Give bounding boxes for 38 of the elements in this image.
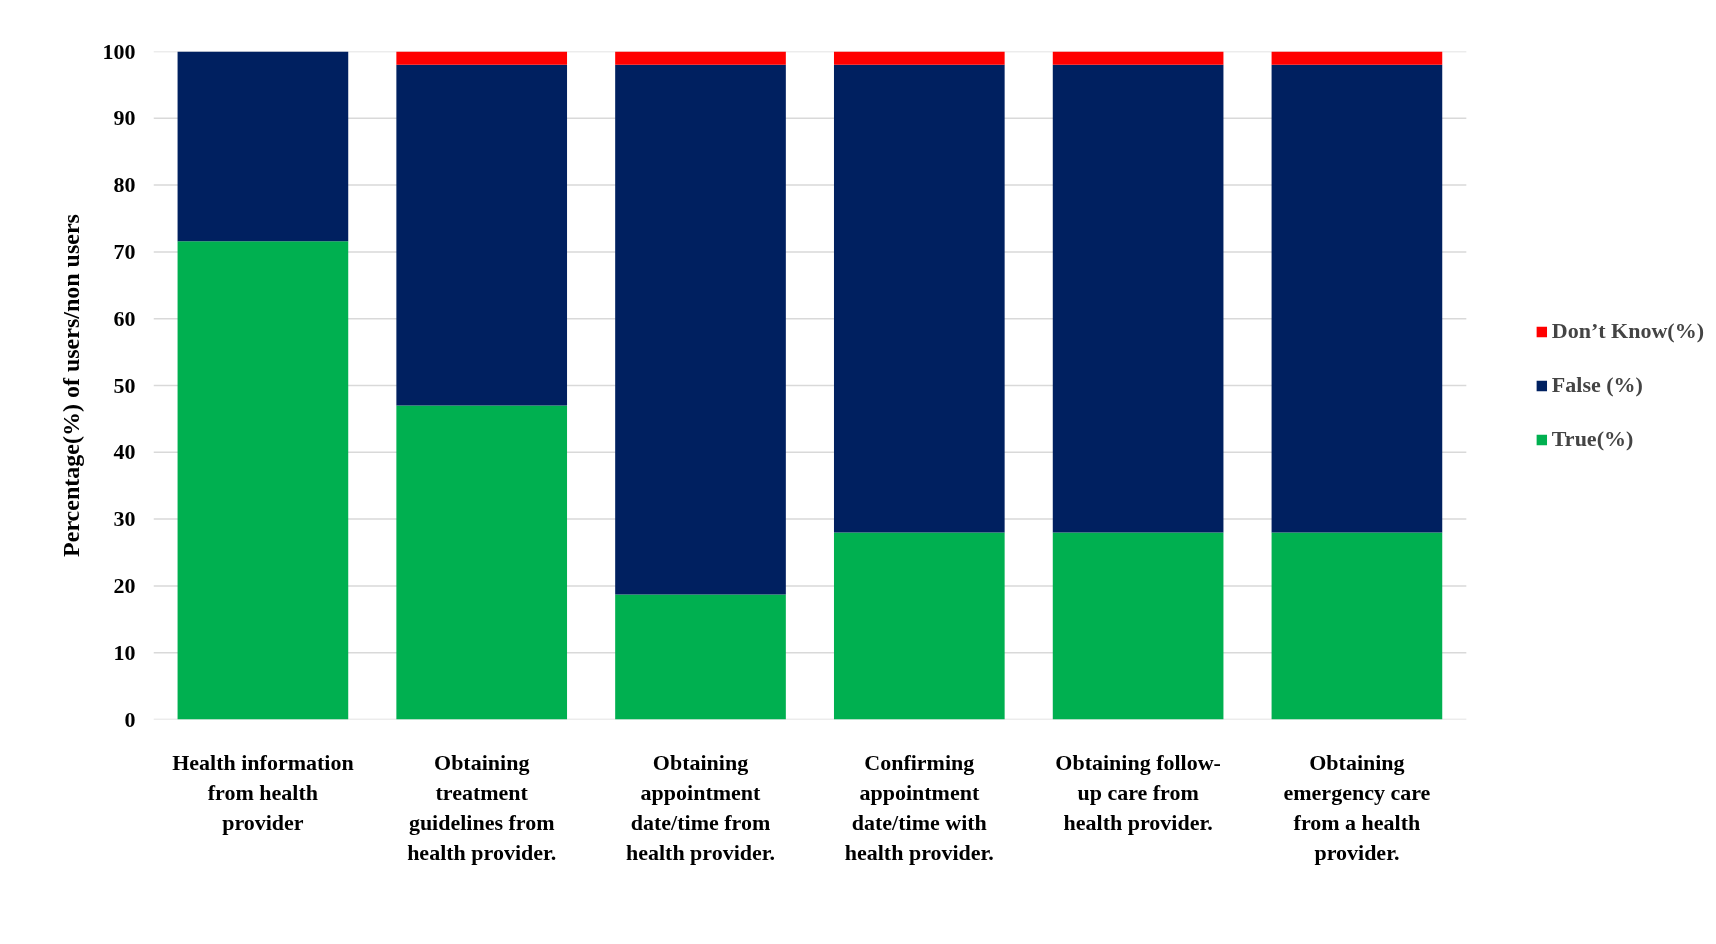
bar <box>1271 51 1443 65</box>
bar <box>615 594 786 720</box>
bar <box>1052 64 1224 533</box>
y-tick-label: 60 <box>113 305 136 331</box>
bar <box>833 51 1005 65</box>
legend-label: Don’t Know(%) <box>1551 318 1704 344</box>
y-tick-label: 70 <box>113 238 136 264</box>
y-tick-label: 30 <box>113 506 136 532</box>
bar <box>615 64 786 595</box>
y-tick-label: 80 <box>113 172 136 198</box>
x-tick-label: Health information from health provider <box>172 749 354 835</box>
x-tick-label: Obtaining appointment date/time from health provider. <box>625 749 776 865</box>
bar <box>1271 64 1443 533</box>
y-tick-label: 20 <box>113 572 136 598</box>
x-tick-label: Confirming appointment date/time with health provider. <box>844 749 994 865</box>
x-tick-label: Obtaining emergency care from a health provider. <box>1283 749 1431 865</box>
y-tick-label: 90 <box>113 105 136 131</box>
bar <box>396 51 568 65</box>
bar <box>177 51 349 242</box>
bar <box>396 405 568 720</box>
y-tick-label: 10 <box>113 639 136 665</box>
bar <box>1271 532 1443 720</box>
bar <box>396 64 568 406</box>
y-tick-label: 0 <box>124 706 136 732</box>
y-axis-title: Percentage(%) of users/non users <box>57 214 84 557</box>
legend-label: True(%) <box>1551 426 1634 452</box>
y-tick-label: 50 <box>113 372 136 398</box>
x-tick-label: Obtaining follow-up care from health provider. <box>1055 749 1221 835</box>
bar <box>833 532 1005 720</box>
x-tick-label: Obtaining treatment guidelines from health provider. <box>407 749 557 865</box>
bar <box>833 64 1005 533</box>
bar <box>177 241 349 720</box>
bar <box>1052 51 1224 65</box>
y-tick-label: 40 <box>113 439 136 465</box>
legend-label: False (%) <box>1551 372 1643 398</box>
bar <box>615 51 786 65</box>
y-tick-label: 100 <box>102 38 136 64</box>
bar <box>1052 532 1224 720</box>
